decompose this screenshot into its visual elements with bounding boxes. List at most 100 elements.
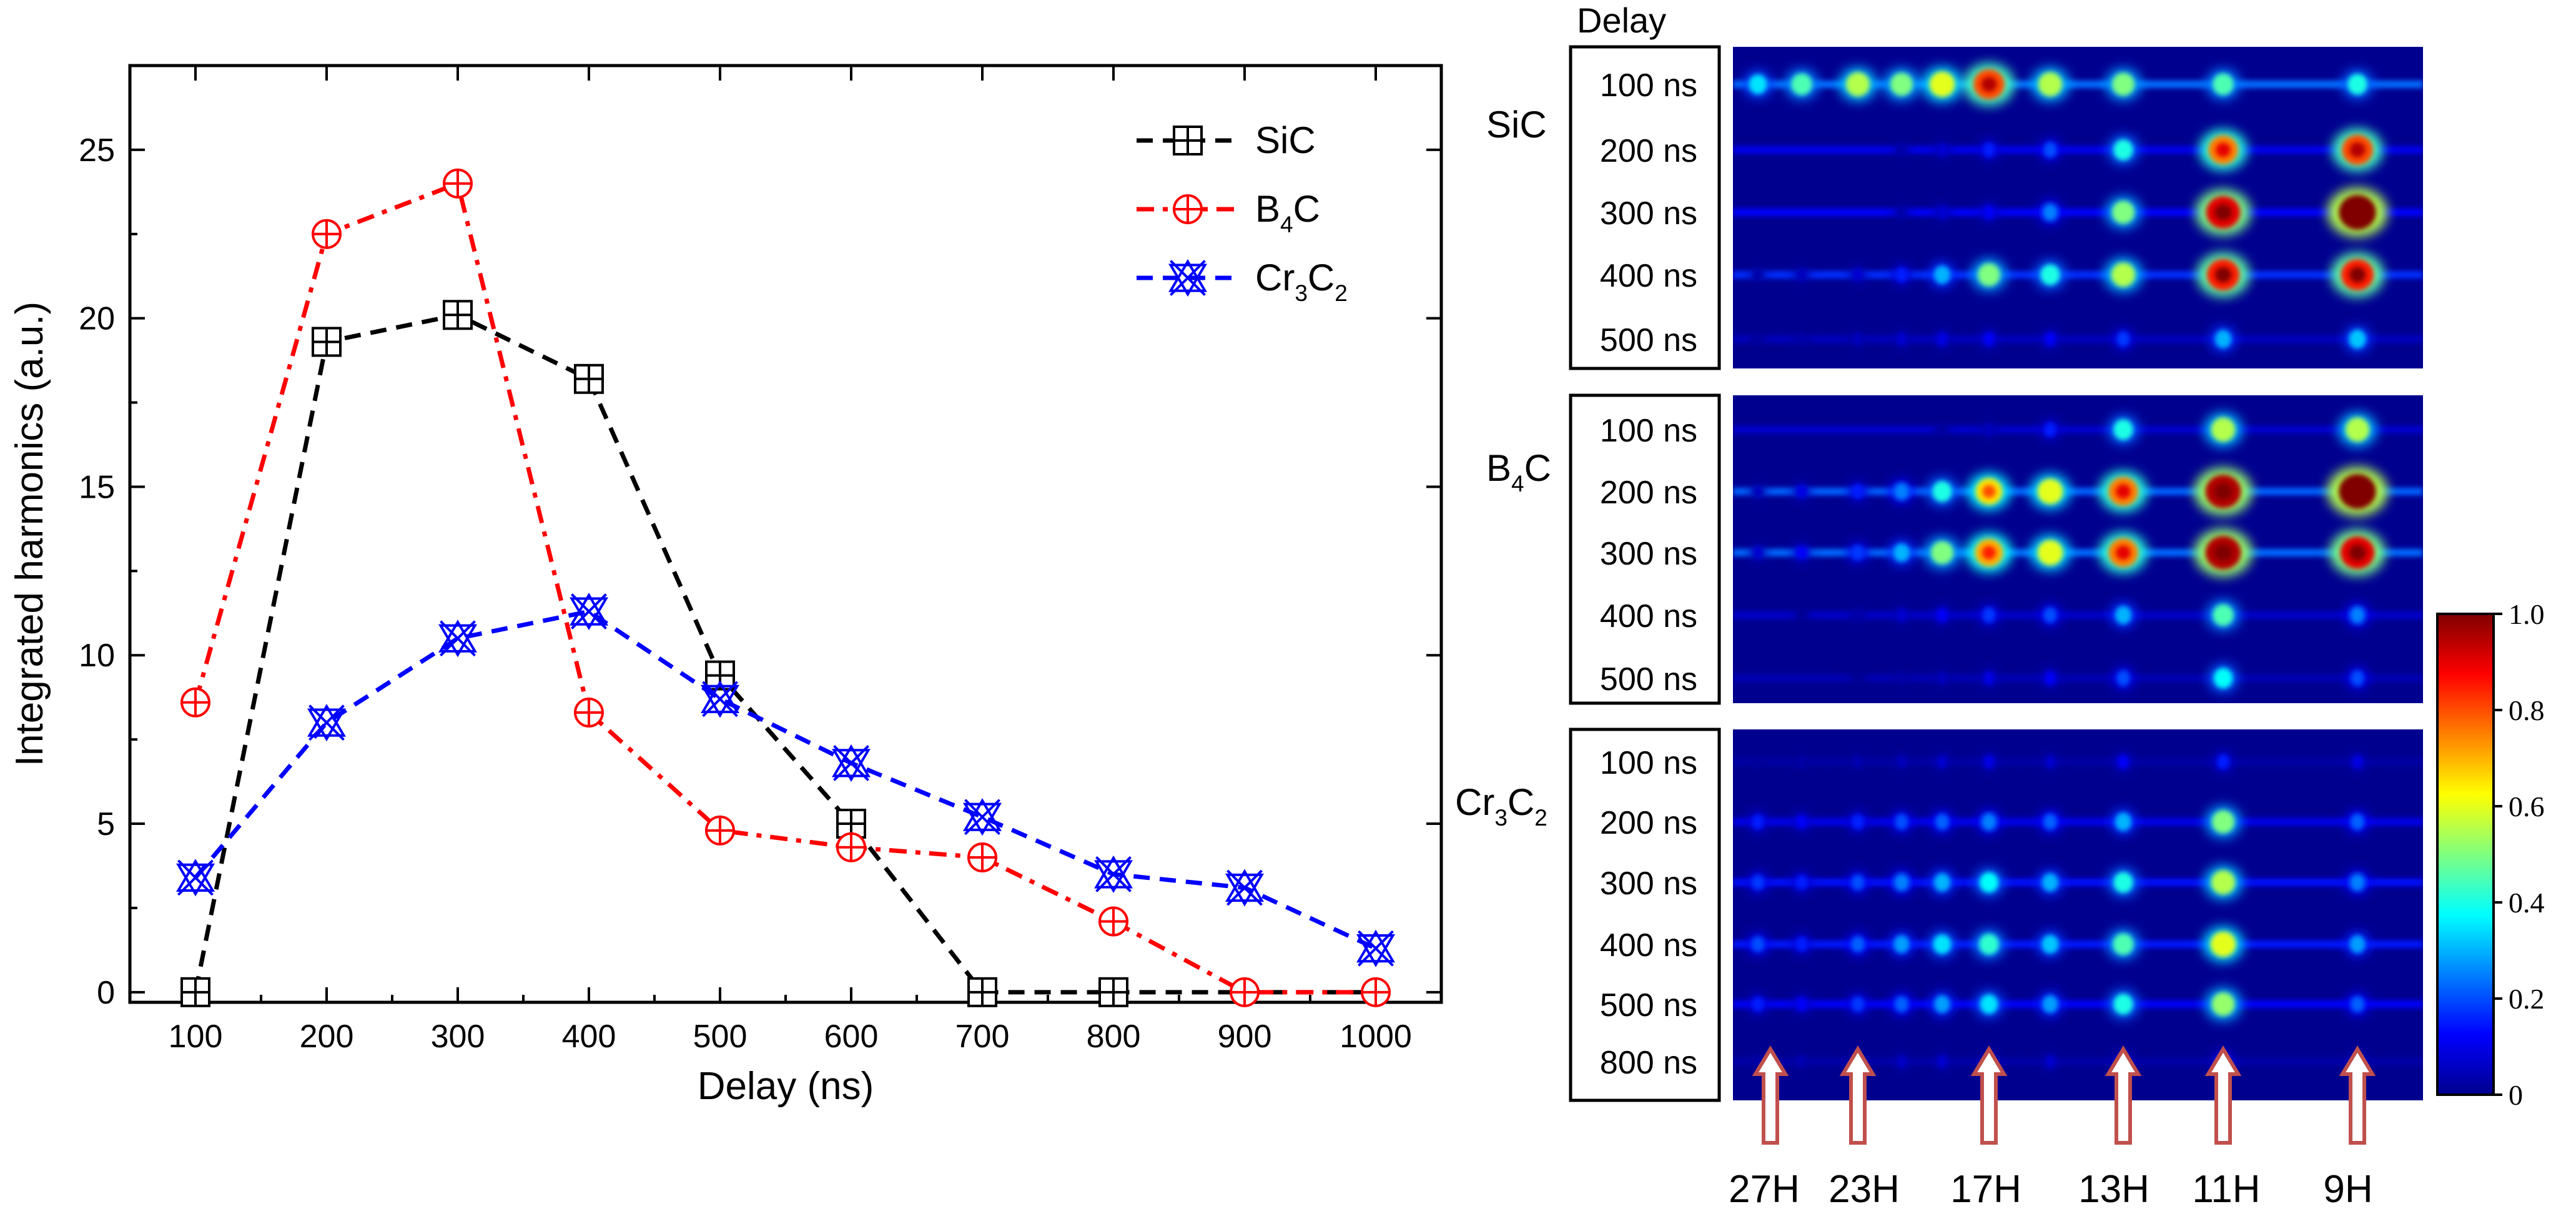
harmonic-spot <box>1933 265 1951 284</box>
harmonic-spot <box>1853 609 1862 621</box>
harmonic-spot-core <box>2349 267 2366 283</box>
arrow-shape <box>1839 1045 1877 1145</box>
harmonic-streak <box>1733 209 2423 216</box>
harmonic-spot <box>2118 754 2129 769</box>
marker-circle-plus <box>180 687 210 718</box>
marker-square-cross <box>180 977 210 1007</box>
delay-row-label: 500 ns <box>1600 987 1697 1024</box>
harmonic-spot <box>1937 671 1947 685</box>
marker-circle-plus <box>443 168 473 199</box>
heatmap-background <box>1733 729 2423 1100</box>
delay-row-label: 400 ns <box>1600 598 1697 634</box>
harmonic-arrow-27H: 27H <box>1729 1045 1800 1211</box>
harmonic-spot <box>1897 144 1906 156</box>
harmonic-arrow-23H: 23H <box>1828 1045 1900 1211</box>
harmonic-streak <box>1733 1000 2423 1008</box>
x-axis-label: Delay (ns) <box>698 1065 874 1108</box>
harmonic-spot <box>1932 481 1952 502</box>
harmonic-spot <box>2038 72 2063 97</box>
marker-circle-plus <box>967 842 997 872</box>
marker-star-x <box>307 704 346 742</box>
harmonic-spot <box>2347 74 2367 95</box>
harmonic-spot <box>2350 606 2365 624</box>
harmonic-streak <box>1733 488 2423 495</box>
harmonic-markers: 27H 23H 17H 13H 11H 9H <box>1729 1045 2376 1211</box>
harmonic-spot <box>2350 874 2365 891</box>
harmonic-spot <box>1893 935 1910 954</box>
harmonic-spot <box>1795 875 1808 890</box>
harmonic-label: 17H <box>1950 1168 2021 1211</box>
harmonic-spot <box>1895 814 1908 830</box>
harmonic-spot <box>1796 545 1807 560</box>
harmonic-spot <box>2041 873 2059 892</box>
harmonic-spot <box>2349 329 2366 349</box>
delay-label-box <box>1569 45 1721 370</box>
harmonic-spot <box>2113 933 2134 955</box>
harmonic-spot <box>2349 935 2366 954</box>
x-tick-label: 1000 <box>1340 1019 1412 1055</box>
delay-row-label: 200 ns <box>1600 475 1697 511</box>
legend: SiC B4C Cr3C2 <box>1137 119 1348 306</box>
arrow-shape <box>2105 1045 2142 1145</box>
legend-label: B4C <box>1255 188 1320 237</box>
marker-star-x <box>1094 855 1133 894</box>
harmonic-arrow-11H: 11H <box>2192 1045 2261 1211</box>
harmonic-streak <box>1733 271 2423 279</box>
harmonic-spot <box>1983 755 1995 769</box>
harmonic-spot <box>1797 333 1806 345</box>
harmonic-spot <box>1937 608 1948 623</box>
series-line-SiC <box>193 312 1376 995</box>
harmonic-spot <box>2045 332 2056 347</box>
marker-square-cross <box>1098 977 1128 1007</box>
harmonic-label: 13H <box>2078 1168 2149 1211</box>
series-Cr3C2 <box>176 593 1395 967</box>
x-tick-label: 800 <box>1087 1019 1141 1055</box>
series-layer <box>176 168 1395 1007</box>
marker-star-x <box>832 744 871 782</box>
harmonic-spot <box>1897 608 1907 622</box>
legend-label: SiC <box>1255 119 1316 161</box>
x-tick-label: 500 <box>693 1019 748 1055</box>
harmonic-spot <box>2212 810 2234 834</box>
delay-row-label: 500 ns <box>1600 661 1697 698</box>
delay-row-label: 300 ns <box>1600 866 1697 902</box>
series-B4C <box>180 168 1391 1007</box>
harmonic-spot <box>1937 755 1947 769</box>
plot-frame <box>128 64 1443 1004</box>
harmonic-spot <box>1897 672 1906 684</box>
harmonic-spot <box>1752 814 1764 829</box>
legend-entry-B4C: B4C <box>1137 188 1320 237</box>
harmonic-spot-core <box>2216 142 2231 157</box>
harmonic-spot <box>2350 813 2365 831</box>
harmonic-spot <box>1752 997 1764 1012</box>
heatmap-panel-B4C: B4C 100 ns 200 ns 300 ns 400 ns 500 ns <box>1486 393 2423 705</box>
marker-star-x <box>1225 869 1264 907</box>
harmonic-spot <box>1935 813 1950 831</box>
harmonic-spot <box>1751 936 1765 952</box>
harmonic-streak <box>1733 1058 2423 1065</box>
harmonic-label: 9H <box>2323 1168 2372 1211</box>
delay-row-label: 400 ns <box>1600 927 1697 964</box>
harmonic-spot <box>1797 756 1806 768</box>
harmonic-spot <box>1984 423 1994 437</box>
colorbar-tick-label: 0.6 <box>2509 791 2545 822</box>
harmonic-spot <box>2111 262 2136 287</box>
harmonic-spot <box>1797 1055 1807 1068</box>
harmonic-spot <box>1851 545 1865 561</box>
harmonic-spot <box>2045 1055 2055 1068</box>
harmonic-streak <box>1733 611 2423 619</box>
marker-square-cross <box>1173 126 1203 155</box>
delay-row-label: 500 ns <box>1600 322 1697 358</box>
harmonic-spot-core <box>1982 485 1996 498</box>
harmonic-spot <box>2041 934 2059 954</box>
harmonic-spot <box>1931 541 1953 565</box>
harmonic-streak <box>1733 549 2423 556</box>
harmonic-spot <box>2115 606 2132 624</box>
harmonic-spot <box>1851 996 1865 1012</box>
marker-star-x <box>1168 259 1207 297</box>
heatmap-spots <box>1733 751 2423 1073</box>
material-label: SiC <box>1486 104 1547 146</box>
harmonic-spot <box>2113 994 2133 1015</box>
harmonic-spot <box>1980 994 1998 1014</box>
harmonic-spot <box>1894 995 1909 1013</box>
